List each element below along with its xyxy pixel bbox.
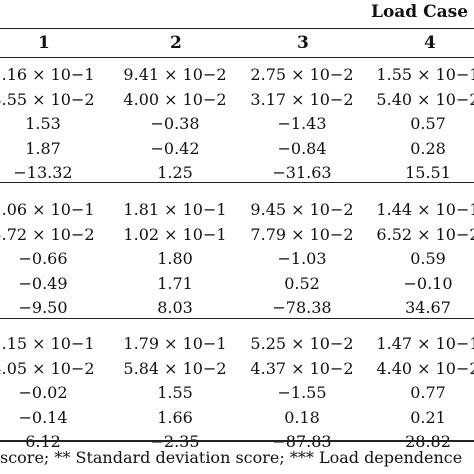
table-cell: 9.41 × 10−2	[123, 65, 227, 84]
table-cell: −0.66	[18, 249, 68, 268]
table-cell: 8.55 × 10−2	[0, 89, 95, 109]
table-cell: 1.15 × 10−1	[0, 334, 95, 353]
table-cell: −0.10	[403, 273, 453, 293]
table-cell: 4.05 × 10−2	[0, 358, 95, 378]
column-header-2: 2	[170, 33, 182, 53]
table-cell: 1.53	[25, 114, 61, 133]
table-cell: 1.06 × 10−1	[0, 200, 95, 219]
table-cell: 9.45 × 10−2	[250, 200, 354, 219]
table-cell: 1.44 × 10−1	[376, 200, 474, 219]
header-rule	[0, 28, 474, 29]
table-cell: −1.43	[277, 114, 327, 133]
table-cell: 0.21	[410, 407, 446, 427]
table-cell: 4.00 × 10−2	[123, 89, 227, 109]
table-cell: −0.42	[150, 138, 200, 158]
table-cell: 1.71	[157, 273, 193, 293]
table-cell: 6.52 × 10−2	[376, 224, 474, 244]
column-header-4: 4	[424, 33, 436, 53]
table-cell: 3.17 × 10−2	[250, 89, 354, 109]
column-header-3: 3	[297, 33, 309, 53]
table-cell: 1.25	[157, 163, 193, 182]
table-cell: 5.84 × 10−2	[123, 358, 227, 378]
table-cell: 4.37 × 10−2	[250, 358, 354, 378]
table-cell: −0.49	[18, 273, 68, 293]
table-cell: −0.14	[18, 407, 68, 427]
table-cell: 1.79 × 10−1	[123, 334, 227, 353]
table-cell: −1.03	[277, 249, 327, 268]
table-cell: −13.32	[13, 163, 73, 182]
group-divider-1	[0, 182, 474, 183]
table-cell: 15.51	[405, 163, 451, 182]
table-cell: 4.40 × 10−2	[376, 358, 474, 378]
table-cell: −0.38	[150, 114, 200, 133]
table-cell: −0.84	[277, 138, 327, 158]
table-cell: 0.77	[410, 383, 446, 402]
table-cell: 2.75 × 10−2	[250, 65, 354, 84]
table-cell: −9.50	[18, 298, 68, 317]
table-cell: −31.63	[272, 163, 332, 182]
table-cell: 1.55 × 10−1	[376, 65, 474, 84]
table-cell: 1.87	[25, 138, 61, 158]
group-divider-2	[0, 318, 474, 319]
table-cell: 1.47 × 10−1	[376, 334, 474, 353]
table-cell: −1.55	[277, 383, 327, 402]
table-cell: 1.66	[157, 407, 193, 427]
table-cell: 1.02 × 10−1	[123, 224, 227, 244]
table-cell: 0.28	[410, 138, 446, 158]
table-cell: −78.38	[272, 298, 332, 317]
table-cell: 5.40 × 10−2	[376, 89, 474, 109]
table-cell: 1.55	[157, 383, 193, 402]
table-cell: 0.18	[284, 407, 320, 427]
table-cell: 34.67	[405, 298, 451, 317]
table-cell: 0.52	[284, 273, 320, 293]
column-header-rule	[0, 57, 474, 58]
table-cell: 0.57	[410, 114, 446, 133]
table-cell: 5.25 × 10−2	[250, 334, 354, 353]
table-cell: 5.72 × 10−2	[0, 224, 95, 244]
table-cell: 1.81 × 10−1	[123, 200, 227, 219]
load-case-header: Load Case	[371, 2, 469, 22]
table-cell: −0.02	[18, 383, 68, 402]
table-bottom-rule	[0, 440, 474, 442]
column-header-1: 1	[38, 33, 50, 53]
table-cell: 7.79 × 10−2	[250, 224, 354, 244]
table-footnote: score; ** Standard deviation score; *** …	[0, 448, 463, 467]
table-cell: 2.16 × 10−1	[0, 65, 95, 84]
table-cell: 1.80	[157, 249, 193, 268]
table-cell: 8.03	[157, 298, 193, 317]
table-cell: 0.59	[410, 249, 446, 268]
